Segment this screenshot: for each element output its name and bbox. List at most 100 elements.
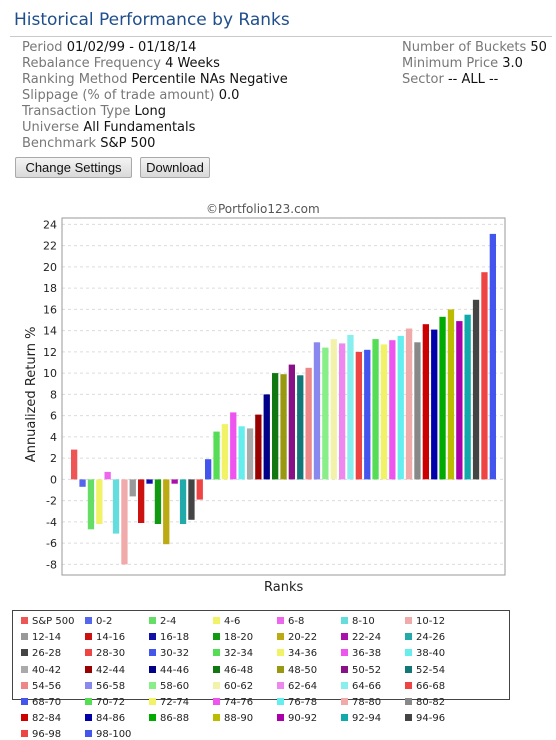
legend-swatch: [85, 633, 92, 641]
legend-swatch: [405, 649, 412, 657]
legend-item: 44-46: [149, 665, 189, 676]
plot-frame: [61, 217, 506, 576]
legend-swatch: [405, 617, 412, 624]
legend-label: 14-16: [96, 632, 126, 644]
legend-item: 38-40: [405, 649, 445, 659]
setting-label: Minimum Price: [402, 56, 499, 71]
setting-value: 01/02/99 - 01/18/14: [66, 40, 197, 55]
legend-swatch: [85, 730, 92, 738]
legend-item: 56-58: [85, 680, 126, 692]
legend-label: 74-76: [224, 697, 254, 708]
legend-swatch: [21, 665, 28, 673]
setting-transaction-type: Transaction Type Long: [22, 104, 288, 120]
legend-item: 46-48: [213, 665, 253, 676]
legend-label: 62-64: [288, 680, 318, 692]
bar-4-6: [96, 479, 103, 524]
change-settings-button[interactable]: Change Settings: [15, 157, 132, 178]
download-button[interactable]: Download: [140, 157, 210, 178]
legend-swatch: [405, 698, 412, 705]
y-tick-label: 2: [50, 452, 57, 465]
legend-swatch: [277, 714, 284, 722]
bar-72-74: [380, 344, 388, 480]
bar-0-2: [79, 479, 86, 487]
legend-label: 0-2: [96, 616, 113, 627]
legend-label: 56-58: [96, 680, 126, 692]
bar-96-98: [481, 272, 488, 480]
bar-26-28: [188, 479, 195, 520]
legend-item: 10-12: [405, 617, 445, 627]
legend-swatch: [213, 633, 220, 641]
bar-16-18: [146, 479, 153, 484]
legend-item: 30-32: [149, 649, 189, 659]
chart-copyright: ©Portfolio123.com: [206, 202, 320, 216]
legend-item: 98-100: [85, 730, 131, 740]
legend-label: 42-44: [96, 664, 126, 676]
legend-item: 0-2: [85, 617, 112, 627]
setting-value: 3.0: [502, 56, 523, 71]
legend-item: 76-78: [277, 698, 317, 708]
legend-item: 52-54: [405, 665, 445, 676]
legend-label: 82-84: [32, 713, 62, 725]
bar-22-24: [171, 479, 178, 484]
legend-label: 12-14: [32, 632, 62, 644]
legend-label: 90-92: [288, 713, 318, 725]
legend-label: 80-82: [416, 697, 446, 708]
legend-label: 36-38: [352, 648, 382, 660]
legend-label: 10-12: [416, 616, 446, 627]
y-tick-label: 24: [43, 218, 57, 231]
setting-universe: Universe All Fundamentals: [22, 120, 288, 136]
setting-minimum-price: Minimum Price 3.0: [402, 56, 547, 72]
legend-label: 96-98: [32, 729, 62, 740]
legend-label: 76-78: [288, 697, 318, 708]
legend-label: 70-72: [96, 697, 126, 708]
bar-28-30: [196, 479, 203, 500]
legend-item: 74-76: [213, 698, 253, 708]
legend-swatch: [341, 633, 348, 641]
grid-lines: [62, 223, 505, 565]
bar-48-50: [280, 374, 287, 480]
legend-item: 78-80: [341, 698, 381, 708]
legend-swatch: [213, 617, 220, 624]
setting-value: Percentile NAs Negative: [131, 72, 288, 87]
legend-swatch: [277, 681, 284, 689]
legend-label: 88-90: [224, 713, 254, 725]
legend-swatch: [405, 714, 412, 722]
legend-swatch: [405, 681, 412, 689]
bar-12-14: [129, 479, 136, 497]
settings-summary-right: Number of Buckets 50 Minimum Price 3.0 S…: [402, 40, 547, 88]
legend-swatch: [341, 649, 348, 657]
legend-item: 40-42: [21, 665, 61, 676]
legend-item: 80-82: [405, 698, 445, 708]
legend-label: 4-6: [224, 616, 241, 627]
legend-item: 84-86: [85, 714, 125, 724]
legend-item: 36-38: [341, 649, 381, 659]
bar-76-78: [397, 335, 404, 480]
setting-label: Slippage (% of trade amount): [22, 88, 215, 103]
legend-swatch: [21, 617, 28, 624]
bar-2-4: [87, 479, 95, 530]
setting-value: All Fundamentals: [83, 120, 196, 135]
bar-54-56: [305, 367, 312, 480]
legend-swatch: [213, 681, 220, 689]
legend-label: 54-56: [32, 680, 62, 692]
y-tick-label: 16: [43, 303, 57, 316]
bar-40-42: [246, 428, 254, 480]
title-divider: [10, 36, 552, 37]
legend-item: 22-24: [341, 633, 381, 643]
legend-label: 58-60: [160, 680, 190, 692]
legend-item: 14-16: [85, 633, 125, 643]
bar-46-48: [272, 373, 279, 480]
legend-label: 24-26: [416, 632, 446, 644]
bar-98-100: [489, 233, 496, 480]
page-title: Historical Performance by Ranks: [14, 10, 290, 30]
bar-50-52: [288, 364, 295, 480]
legend-swatch: [341, 665, 348, 673]
bar-36-38: [230, 412, 237, 480]
setting-value: 0.0: [218, 88, 240, 103]
legend-swatch: [213, 714, 220, 722]
legend-item: 24-26: [405, 633, 445, 643]
legend-item: 72-74: [149, 698, 189, 708]
y-tick-label: 4: [50, 431, 57, 444]
legend-item: 42-44: [85, 664, 126, 676]
setting-value: -- ALL --: [447, 72, 499, 87]
